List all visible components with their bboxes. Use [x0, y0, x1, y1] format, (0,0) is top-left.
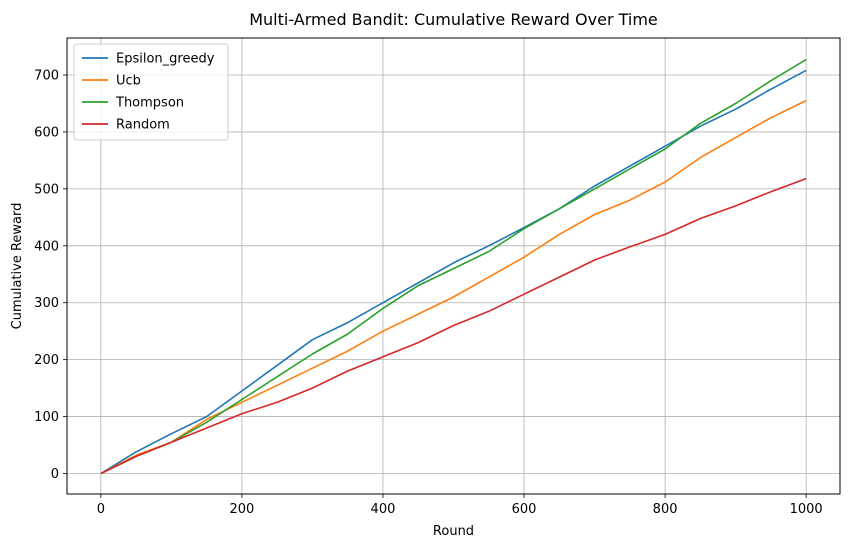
x-tick-label: 600: [512, 502, 537, 517]
y-tick-label: 0: [51, 467, 59, 482]
series-lines: [100, 58, 807, 475]
x-axis-label: Round: [433, 524, 474, 539]
y-tick-label: 700: [34, 69, 59, 84]
legend-label: Random: [116, 118, 170, 133]
x-tick-label: 400: [371, 502, 396, 517]
legend: Epsilon_greedy Ucb Thompson Random: [73, 43, 229, 141]
legend-box: [73, 43, 229, 141]
y-tick-label: 100: [34, 410, 59, 425]
series-line-ucb: [100, 99, 807, 475]
legend-label: Ucb: [116, 74, 141, 89]
y-tick-label: 200: [34, 353, 59, 368]
y-tick-label: 300: [34, 296, 59, 311]
x-tick-label: 800: [653, 502, 678, 517]
plot-frame: [66, 37, 841, 495]
axis-ticks: 0 200 400 600 800 1000 0 100 200 300 400 500 600 700: [34, 69, 823, 517]
y-tick-label: 500: [34, 182, 59, 197]
series-line-thompson: [100, 58, 807, 475]
y-tick-label: 600: [34, 125, 59, 140]
y-axis-label: Cumulative Reward: [10, 203, 25, 330]
y-tick-label: 400: [34, 239, 59, 254]
legend-label: Thompson: [115, 96, 184, 111]
x-tick-label: 200: [229, 502, 254, 517]
series-line-random: [100, 177, 807, 475]
grid-lines: [67, 38, 840, 494]
x-tick-label: 1000: [790, 502, 823, 517]
chart-title: Multi-Armed Bandit: Cumulative Reward Ov…: [249, 10, 658, 29]
legend-label: Epsilon_greedy: [116, 52, 215, 67]
x-tick-label: 0: [97, 502, 105, 517]
